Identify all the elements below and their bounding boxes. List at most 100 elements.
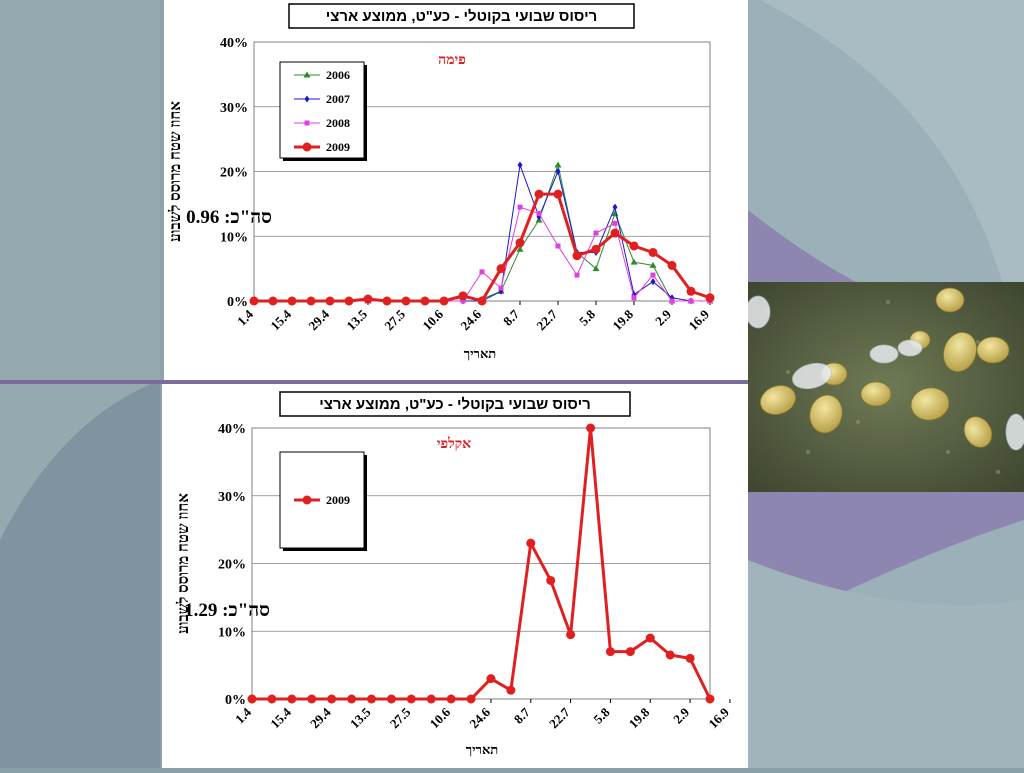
x-tick-label: 29.4: [307, 704, 334, 731]
data-point: [546, 575, 556, 585]
y-axis-label: אחוז שטח מרוסס לשבוע: [175, 493, 192, 634]
x-tick-label: 8.7: [511, 704, 533, 726]
data-point: [648, 247, 658, 257]
data-point: [426, 694, 436, 704]
x-tick-label: 19.8: [626, 704, 653, 731]
data-point: [610, 228, 620, 238]
legend-label: 2008: [326, 116, 350, 130]
data-point: [466, 694, 476, 704]
data-point: [386, 694, 396, 704]
data-point: [625, 647, 635, 657]
x-tick-label: 27.5: [381, 306, 408, 333]
x-tick-label: 27.5: [387, 704, 414, 731]
data-point: [686, 286, 696, 296]
data-point: [593, 230, 599, 236]
x-tick-label: 10.6: [419, 306, 446, 333]
data-point: [477, 296, 487, 306]
data-point: [605, 647, 615, 657]
data-point: [516, 245, 524, 252]
y-tick-label: 20%: [218, 558, 246, 573]
y-tick-label: 20%: [220, 166, 248, 181]
data-point: [669, 298, 675, 304]
legend: 2009: [279, 451, 367, 551]
data-point: [705, 293, 715, 303]
data-point: [612, 203, 618, 211]
legend-marker: [304, 95, 310, 103]
x-tick-label: 16.9: [705, 704, 732, 731]
data-point: [325, 296, 335, 306]
x-axis-label: תאריך: [466, 742, 498, 757]
data-point: [688, 298, 694, 304]
x-tick-label: 16.9: [685, 306, 712, 333]
data-point: [406, 694, 416, 704]
data-point: [458, 291, 468, 301]
legend-marker: [303, 71, 311, 78]
y-tick-label: 40%: [220, 36, 248, 51]
x-tick-label: 5.8: [576, 306, 598, 328]
data-point: [650, 272, 656, 278]
data-point: [382, 296, 392, 306]
chart-title: ריסוס שבועי בקוטלי - כע"ט, ממוצע ארצי: [319, 396, 591, 413]
data-point: [645, 633, 655, 643]
y-tick-label: 0%: [227, 295, 248, 310]
acala-spray-chart: ריסוס שבועי בקוטלי - כע"ט, ממוצע ארצי 0% 1…: [175, 391, 732, 757]
x-tick-label: 2.9: [670, 704, 692, 726]
data-point: [498, 285, 504, 291]
data-point: [612, 220, 618, 226]
crop-label: פימה: [438, 53, 466, 68]
x-tick-label: 15.4: [267, 704, 294, 731]
x-tick-label: 29.4: [305, 306, 332, 333]
data-point: [630, 258, 638, 265]
whitefly-photo-icon: [748, 282, 1024, 492]
legend-marker: [304, 120, 310, 126]
series-2009: [247, 423, 715, 704]
x-tick-label: 15.4: [267, 306, 294, 333]
data-point: [526, 538, 536, 548]
data-point: [650, 278, 656, 286]
y-tick-label: 0%: [225, 693, 246, 708]
legend-label: 2009: [326, 493, 350, 507]
data-point: [287, 296, 297, 306]
data-point: [574, 272, 580, 278]
x-tick-label: 8.7: [500, 306, 522, 328]
data-point: [555, 243, 561, 249]
y-tick-label: 40%: [218, 422, 246, 437]
x-tick-label: 22.7: [533, 306, 560, 333]
data-point: [592, 265, 600, 272]
data-point: [344, 296, 354, 306]
series-line: [254, 192, 711, 303]
x-axis-label: תאריך: [464, 346, 496, 361]
data-point: [420, 296, 430, 306]
data-point: [439, 296, 449, 306]
data-point: [267, 694, 277, 704]
data-point: [496, 264, 506, 274]
data-point: [247, 694, 257, 704]
total-label: סה"כ: 1.29: [184, 600, 270, 621]
y-tick-label: 30%: [218, 490, 246, 505]
data-point: [306, 296, 316, 306]
legend: 2006 2007 2008 2009: [279, 61, 367, 161]
x-tick-label: 24.6: [466, 704, 493, 731]
data-point: [629, 241, 639, 251]
data-point: [517, 161, 523, 169]
legend-label: 2009: [326, 140, 350, 154]
data-point: [665, 650, 675, 660]
data-point: [366, 694, 376, 704]
data-point: [486, 674, 496, 684]
data-point: [705, 694, 715, 704]
data-point: [347, 694, 357, 704]
legend-label: 2006: [326, 68, 350, 82]
data-point: [553, 189, 563, 199]
data-point: [515, 238, 525, 248]
x-tick-label: 10.6: [427, 704, 454, 731]
x-tick-label: 22.7: [546, 704, 573, 731]
series-2006: [250, 161, 714, 304]
series-line: [254, 163, 710, 302]
data-point: [631, 295, 637, 301]
data-point: [566, 630, 576, 640]
data-point: [517, 204, 523, 210]
y-tick-label: 10%: [218, 625, 246, 640]
data-point: [572, 251, 582, 261]
x-tick-label: 13.5: [347, 704, 374, 731]
data-point: [287, 694, 297, 704]
